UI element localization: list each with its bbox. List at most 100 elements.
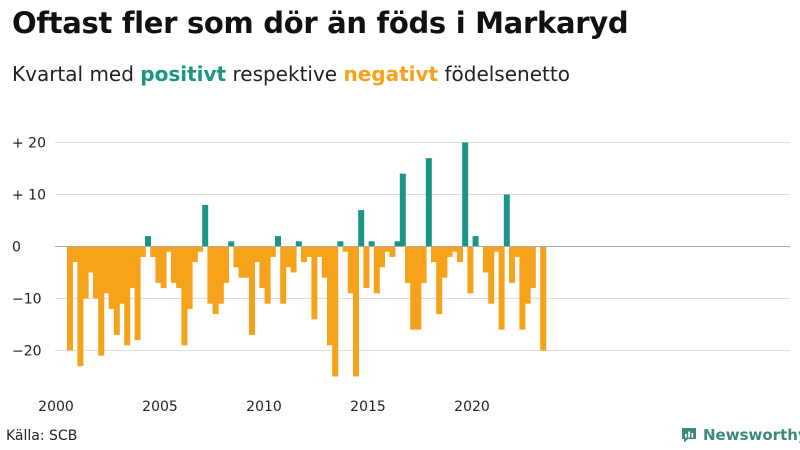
bar [290, 246, 297, 273]
bar [280, 246, 287, 304]
bar [129, 246, 136, 289]
bar [259, 246, 266, 289]
bar [165, 246, 172, 252]
bar [191, 246, 198, 263]
bar [285, 246, 292, 268]
bar [223, 246, 229, 283]
bar [446, 246, 453, 257]
bar [202, 204, 209, 247]
bar [410, 246, 417, 330]
bar [295, 241, 302, 247]
x-tick-label: 2010 [246, 399, 282, 415]
bar [82, 246, 89, 299]
bar [441, 246, 448, 278]
brand-name: Newsworthy [703, 426, 800, 444]
bars [67, 142, 547, 377]
bar [451, 246, 458, 252]
bar [467, 246, 474, 294]
bar [389, 246, 396, 257]
bar [332, 246, 339, 377]
bar [342, 246, 349, 252]
bar [301, 246, 307, 263]
bar [108, 246, 115, 309]
bar [436, 246, 443, 315]
bar [275, 236, 281, 247]
bar [415, 246, 422, 330]
bar [493, 246, 500, 252]
bar [524, 246, 531, 304]
bar [103, 246, 110, 294]
bar [457, 246, 463, 263]
y-axis-tick-labels: −20 −10 0 + 10 + 20 [12, 136, 46, 360]
bar [67, 246, 73, 351]
bar [171, 246, 177, 283]
bar [420, 246, 427, 283]
bar [93, 246, 99, 299]
bar [399, 173, 406, 247]
x-tick-label: 2015 [350, 399, 386, 415]
subtitle-middle: respektive [226, 62, 344, 86]
y-tick-label: 0 [12, 240, 21, 256]
bar [160, 246, 167, 289]
bar [264, 246, 271, 304]
chart-subtitle: Kvartal med positivt respektive negativt… [12, 62, 570, 86]
x-tick-label: 2020 [454, 399, 490, 415]
bar [462, 142, 469, 247]
source-note: Källa: SCB [6, 428, 78, 444]
bar [358, 210, 365, 247]
bar [519, 246, 526, 330]
y-tick-label: −20 [12, 344, 42, 360]
bar [353, 246, 359, 377]
bar [337, 241, 344, 247]
bar [249, 246, 255, 335]
bar [384, 246, 391, 252]
bar [394, 241, 401, 247]
bar [197, 246, 203, 252]
bar [498, 246, 505, 330]
bar [87, 246, 94, 273]
bar [145, 236, 151, 247]
subtitle-prefix: Kvartal med [12, 62, 141, 86]
grid-lines [55, 142, 790, 351]
bar [316, 246, 323, 257]
bar [529, 246, 536, 289]
bar [254, 246, 261, 263]
bar [321, 246, 328, 278]
bar [238, 246, 245, 278]
x-axis-tick-labels: 2000 2005 2010 2015 2020 [38, 399, 490, 415]
newsworthy-logo-icon [682, 428, 696, 443]
bar [488, 246, 495, 304]
bar [233, 246, 240, 268]
bar [150, 246, 157, 257]
bar [228, 241, 235, 247]
bar [431, 246, 437, 263]
bar [124, 246, 131, 346]
bar [217, 246, 224, 304]
bar [347, 246, 354, 294]
bar [72, 246, 79, 263]
y-tick-label: + 20 [12, 136, 46, 152]
bar [119, 246, 125, 304]
bar [134, 246, 141, 341]
subtitle-negative-word: negativt [343, 62, 439, 86]
chart-title: Oftast fler som dör än föds i Markaryd [12, 6, 629, 40]
bar [186, 246, 193, 309]
subtitle-suffix: födelsenetto [438, 62, 570, 86]
bar [212, 246, 219, 315]
bar [113, 246, 120, 335]
bar [269, 246, 276, 257]
bar [243, 246, 250, 278]
bar [472, 236, 479, 247]
bar [373, 246, 380, 294]
bar [405, 246, 411, 283]
bar [155, 246, 162, 283]
bar [207, 246, 214, 304]
y-tick-label: −10 [12, 292, 42, 308]
bar [363, 246, 370, 289]
bar [368, 241, 375, 247]
bar [327, 246, 333, 346]
bar [514, 246, 521, 257]
bar [139, 246, 146, 257]
bar [483, 246, 489, 273]
